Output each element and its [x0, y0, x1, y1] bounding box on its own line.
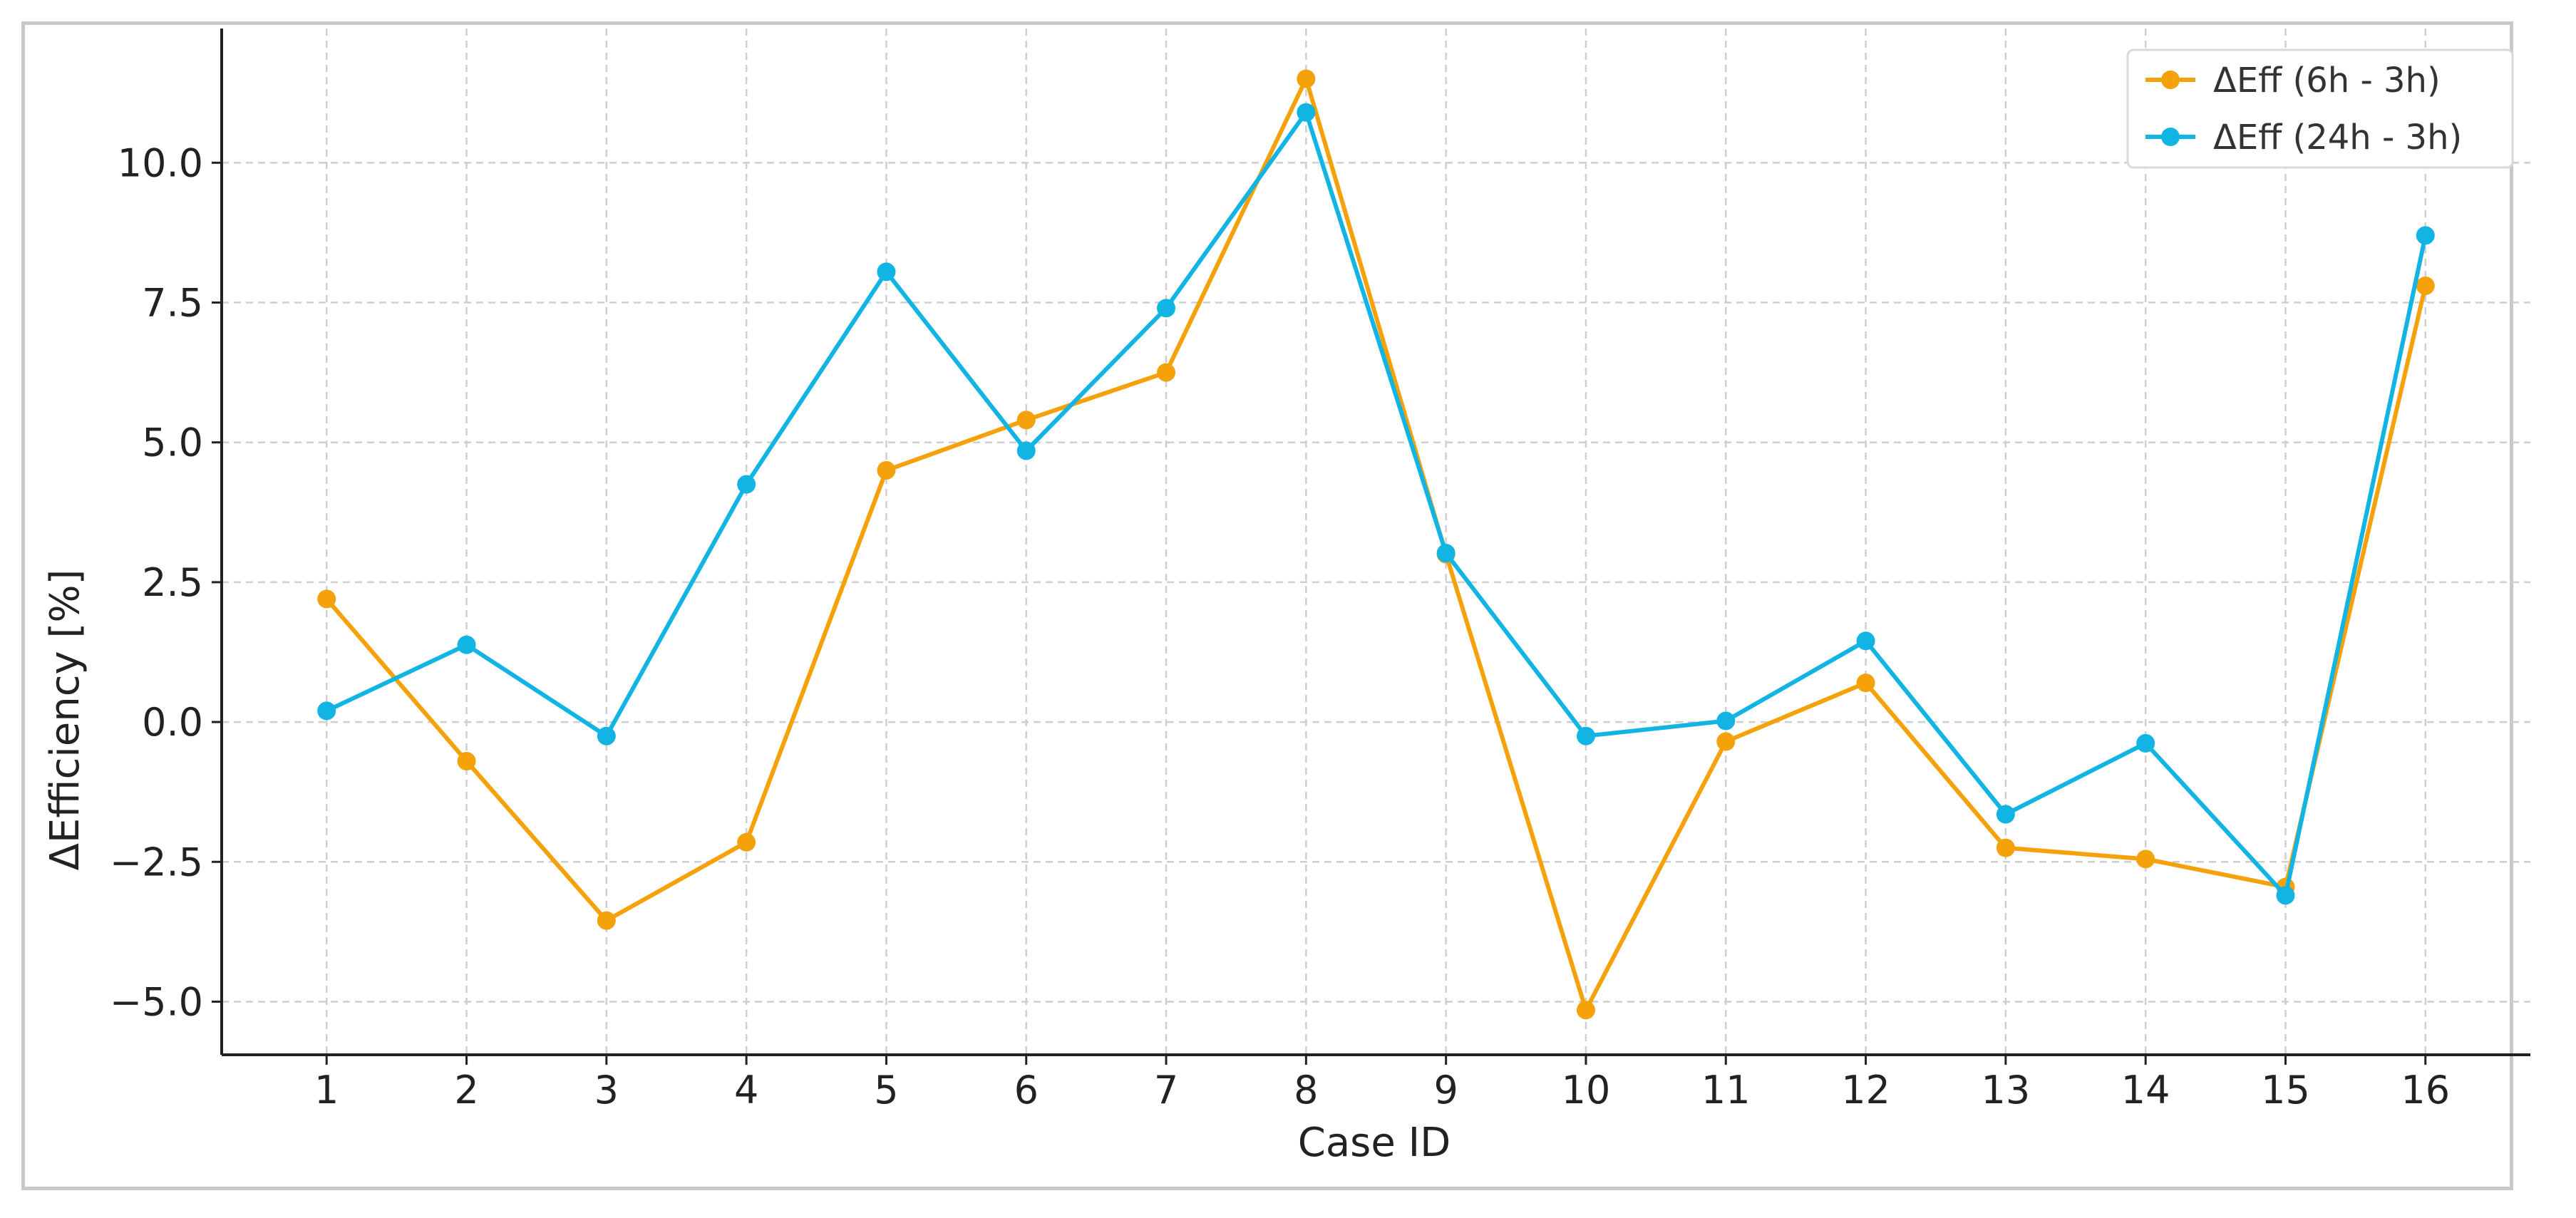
x-tick-label: 10 [1562, 1068, 1611, 1113]
y-tick-label: 0.0 [142, 700, 203, 745]
data-point [457, 635, 476, 654]
axes [220, 29, 2530, 1056]
data-point [317, 589, 336, 609]
data-point [1996, 805, 2015, 824]
x-tick-label: 14 [2121, 1068, 2170, 1113]
y-axis-ticks: −5.0 −2.5 0.0 2.5 5.0 7.5 10.0 [110, 140, 222, 1024]
data-point [2136, 733, 2155, 753]
data-point [1856, 673, 1875, 693]
x-tick-label: 12 [1841, 1068, 1890, 1113]
data-point [2416, 226, 2435, 245]
x-tick-label: 9 [1433, 1068, 1458, 1113]
data-point [1436, 544, 1456, 563]
y-tick-label: 5.0 [142, 420, 203, 465]
x-tick-label: 16 [2401, 1068, 2450, 1113]
data-point [597, 911, 616, 930]
x-tick-label: 13 [1982, 1068, 2031, 1113]
y-axis-label: ΔEfficiency [%] [42, 569, 88, 871]
data-point [317, 701, 336, 721]
x-tick-label: 6 [1014, 1068, 1039, 1113]
data-point [737, 475, 756, 494]
legend-box [2126, 48, 2514, 169]
data-point [597, 726, 616, 745]
legend-marker [2161, 128, 2180, 146]
series-line-1 [324, 76, 2428, 1013]
data-point [1297, 103, 1316, 122]
data-point [1157, 363, 1176, 382]
y-tick-label: −2.5 [110, 840, 203, 884]
x-tick-label: 1 [314, 1068, 339, 1113]
series-group [317, 69, 2435, 1020]
y-tick-label: 10.0 [118, 140, 203, 185]
x-tick-label: 8 [1294, 1068, 1318, 1113]
data-point [1716, 711, 1736, 731]
figure-frame [21, 21, 2513, 1190]
data-point [2136, 850, 2155, 869]
x-axis-ticks: 1 2 3 4 5 6 7 8 9 10 11 12 13 14 15 16 [314, 1055, 2450, 1113]
y-tick-label: 2.5 [142, 560, 203, 605]
legend-marker [2161, 71, 2180, 89]
data-point [2416, 276, 2435, 295]
x-axis-label: Case ID [1298, 1120, 1451, 1166]
x-tick-label: 5 [874, 1068, 898, 1113]
y-tick-label: 7.5 [142, 281, 203, 326]
data-point [1576, 1001, 1595, 1020]
data-point [1996, 838, 2015, 857]
legend-label: ΔEff (6h - 3h) [2213, 61, 2441, 100]
x-tick-label: 15 [2261, 1068, 2310, 1113]
series-line-2 [325, 110, 2428, 898]
legend-label: ΔEff (24h - 3h) [2213, 118, 2462, 158]
data-point [1016, 411, 1036, 430]
grid-lines [222, 29, 2530, 1055]
legend-item-1: ΔEff (6h - 3h) [2145, 61, 2441, 100]
x-tick-label: 3 [594, 1068, 619, 1113]
data-point [1716, 732, 1736, 751]
data-point [877, 262, 896, 282]
series-1 [317, 69, 2435, 1020]
data-point [1016, 441, 1036, 460]
data-point [1157, 299, 1176, 318]
x-tick-label: 7 [1154, 1068, 1178, 1113]
data-point [1297, 69, 1316, 88]
legend-item-2: ΔEff (24h - 3h) [2145, 118, 2462, 158]
series-2 [317, 103, 2435, 905]
data-point [1576, 726, 1595, 745]
data-point [1856, 631, 1875, 651]
legend: ΔEff (6h - 3h) ΔEff (24h - 3h) [2126, 48, 2514, 169]
x-tick-label: 2 [454, 1068, 478, 1113]
data-point [2276, 886, 2295, 905]
x-tick-label: 4 [734, 1068, 758, 1113]
data-point [457, 752, 476, 771]
x-tick-label: 11 [1701, 1068, 1751, 1113]
data-point [737, 832, 756, 852]
y-tick-label: −5.0 [110, 979, 203, 1024]
data-point [877, 460, 896, 480]
